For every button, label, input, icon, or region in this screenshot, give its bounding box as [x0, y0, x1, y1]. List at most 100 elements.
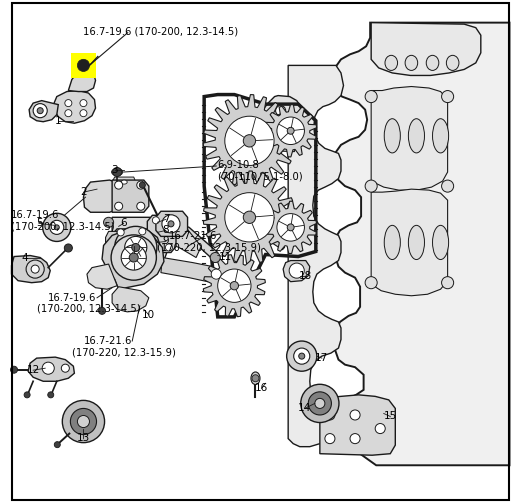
Circle shape [78, 415, 90, 428]
Polygon shape [87, 264, 117, 289]
Circle shape [48, 392, 54, 398]
Circle shape [42, 362, 54, 374]
Polygon shape [262, 96, 301, 127]
Text: 16.7-21.6: 16.7-21.6 [83, 336, 132, 346]
Polygon shape [288, 65, 343, 447]
Circle shape [111, 235, 156, 280]
Polygon shape [68, 69, 95, 92]
Text: 4: 4 [22, 253, 29, 263]
Ellipse shape [432, 225, 449, 260]
Text: 15: 15 [383, 411, 397, 422]
Circle shape [277, 214, 304, 241]
Circle shape [80, 100, 87, 107]
Circle shape [117, 229, 124, 236]
Circle shape [115, 226, 157, 269]
Ellipse shape [251, 372, 260, 384]
Text: 16: 16 [255, 383, 268, 393]
Circle shape [365, 180, 377, 192]
Circle shape [49, 220, 64, 234]
Ellipse shape [384, 225, 400, 260]
Circle shape [139, 259, 146, 266]
Text: 11: 11 [219, 252, 232, 262]
Circle shape [301, 384, 339, 423]
Text: 3: 3 [111, 165, 118, 175]
Circle shape [211, 269, 221, 279]
Circle shape [299, 353, 305, 359]
Circle shape [24, 392, 30, 398]
Circle shape [442, 91, 454, 103]
Ellipse shape [111, 169, 122, 176]
Polygon shape [102, 230, 164, 289]
Circle shape [80, 110, 87, 117]
Text: 16.7-19.6: 16.7-19.6 [10, 210, 59, 220]
Polygon shape [172, 222, 218, 262]
Circle shape [10, 366, 18, 373]
Circle shape [132, 243, 140, 252]
Ellipse shape [446, 55, 459, 70]
Ellipse shape [408, 119, 425, 153]
Circle shape [139, 182, 145, 188]
Circle shape [277, 117, 304, 144]
Text: 14: 14 [298, 403, 312, 413]
Polygon shape [371, 87, 448, 190]
Circle shape [65, 110, 72, 117]
Circle shape [325, 410, 335, 420]
Circle shape [350, 434, 360, 444]
Polygon shape [11, 256, 50, 283]
Circle shape [26, 260, 44, 278]
Polygon shape [320, 395, 395, 455]
Circle shape [365, 91, 377, 103]
Circle shape [63, 400, 105, 443]
Circle shape [287, 224, 294, 231]
Circle shape [61, 364, 69, 372]
Circle shape [325, 434, 335, 444]
Text: (170-220, 12.3-15.9): (170-220, 12.3-15.9) [72, 347, 176, 357]
Circle shape [129, 253, 138, 262]
Text: 6.9-10.8: 6.9-10.8 [218, 160, 259, 170]
Text: 2: 2 [80, 187, 87, 197]
Text: (170-200, 12.3-14.5): (170-200, 12.3-14.5) [36, 304, 140, 314]
Ellipse shape [426, 55, 439, 70]
Polygon shape [333, 23, 510, 465]
Circle shape [104, 217, 114, 227]
Circle shape [289, 263, 304, 278]
Circle shape [442, 277, 454, 289]
Circle shape [125, 236, 147, 259]
Circle shape [315, 398, 325, 408]
Polygon shape [152, 217, 201, 258]
Circle shape [70, 408, 96, 435]
Circle shape [54, 225, 59, 230]
Circle shape [287, 341, 317, 371]
Circle shape [139, 228, 146, 235]
Circle shape [375, 424, 385, 434]
Polygon shape [109, 229, 161, 266]
Circle shape [243, 211, 256, 223]
Text: 12: 12 [27, 365, 40, 375]
Polygon shape [28, 357, 75, 381]
Text: (170-220, 12.3-15.9): (170-220, 12.3-15.9) [157, 242, 261, 253]
Polygon shape [147, 215, 176, 253]
Ellipse shape [121, 180, 127, 184]
Circle shape [168, 219, 183, 234]
Circle shape [162, 215, 180, 233]
Text: 6: 6 [120, 218, 127, 228]
Circle shape [115, 202, 122, 210]
Polygon shape [203, 171, 295, 264]
Polygon shape [156, 211, 188, 236]
Circle shape [121, 245, 146, 270]
Circle shape [294, 348, 310, 364]
Circle shape [33, 104, 47, 118]
Circle shape [287, 127, 294, 134]
Circle shape [166, 217, 172, 224]
Polygon shape [112, 180, 149, 212]
Polygon shape [112, 287, 149, 312]
Circle shape [225, 193, 274, 242]
Polygon shape [83, 180, 123, 212]
Circle shape [65, 100, 72, 107]
Polygon shape [371, 189, 448, 296]
Text: 5: 5 [36, 218, 43, 228]
Circle shape [218, 269, 251, 302]
Circle shape [350, 410, 360, 420]
Text: 1: 1 [55, 116, 61, 126]
Polygon shape [112, 177, 136, 187]
